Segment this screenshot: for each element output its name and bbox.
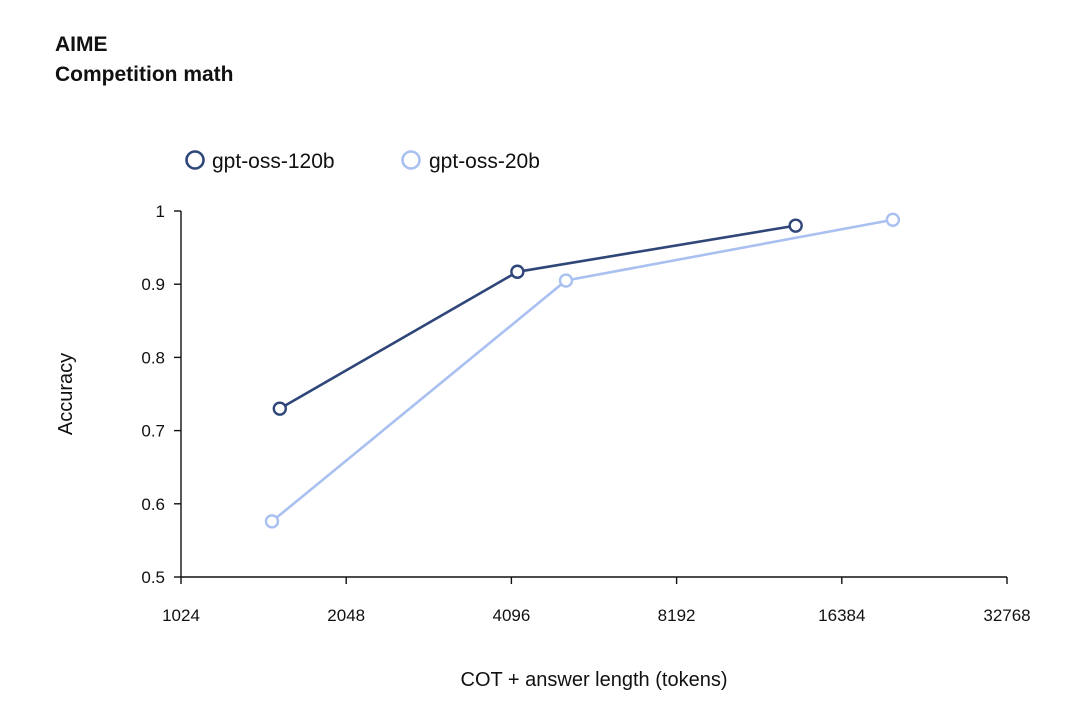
data-point-gpt-oss-120b [272, 401, 287, 416]
series-line-gpt-oss-20b [270, 218, 895, 523]
data-point-gpt-oss-20b [558, 273, 574, 288]
legend-marker-gpt-oss-20b [401, 150, 421, 170]
x-tick-label: 4096 [492, 606, 530, 625]
x-tick-label: 16384 [818, 606, 865, 625]
x-tick-label: 8192 [658, 606, 696, 625]
y-tick-label: 0.9 [141, 275, 165, 294]
y-axis-label: Accuracy [55, 353, 77, 435]
x-tick-label: 32768 [983, 606, 1030, 625]
data-point-gpt-oss-120b [510, 264, 525, 279]
y-tick-label: 1 [156, 202, 165, 221]
chart-subtitle: Competition math [55, 63, 234, 86]
y-tick-label: 0.7 [141, 422, 165, 441]
chart-series-points [264, 212, 901, 529]
y-tick-label: 0.6 [141, 495, 165, 514]
x-tick-label: 1024 [162, 606, 200, 625]
data-point-gpt-oss-120b [788, 218, 803, 233]
chart-legend: gpt-oss-120b gpt-oss-20b [185, 150, 540, 173]
x-tick-label: 2048 [327, 606, 365, 625]
data-point-gpt-oss-20b [264, 514, 280, 529]
legend-label-gpt-oss-20b: gpt-oss-20b [429, 150, 540, 173]
chart-title-block: AIME Competition math [55, 30, 234, 90]
chart-series-lines [270, 218, 895, 523]
x-axis-label: COT + answer length (tokens) [461, 669, 728, 691]
legend-label-gpt-oss-120b: gpt-oss-120b [212, 150, 335, 173]
data-point-gpt-oss-20b [885, 212, 901, 227]
chart-axes: 0.5 0.6 0.7 0.8 0.9 1 1024 2048 4096 8192 16384 327… [141, 202, 1030, 625]
y-tick-label: 0.5 [141, 568, 165, 587]
chart-title: AIME [55, 33, 108, 56]
y-tick-label: 0.8 [141, 348, 165, 367]
legend-marker-gpt-oss-120b [185, 150, 205, 170]
